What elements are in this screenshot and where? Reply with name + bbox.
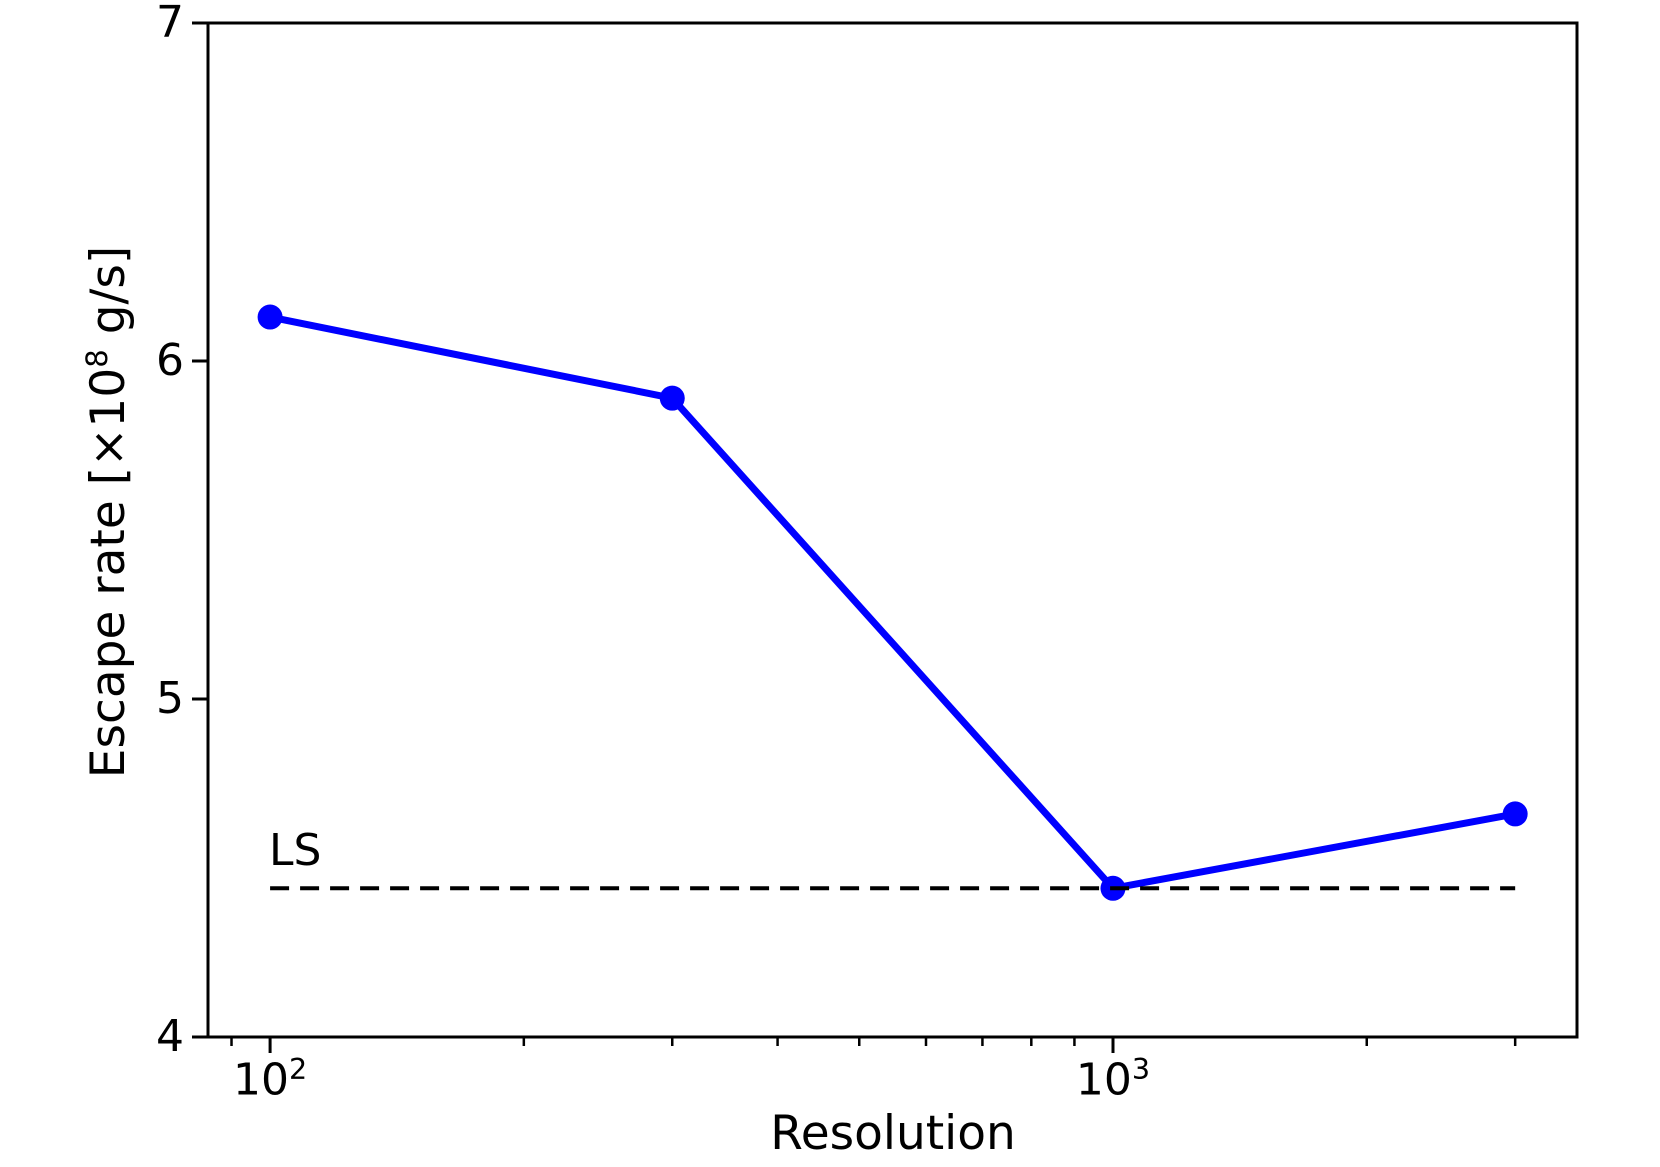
- data-point-marker: [257, 304, 283, 330]
- reference-line-label: LS: [269, 825, 322, 876]
- y-axis-label-suffix: g/s]: [80, 245, 136, 350]
- data-point-marker: [659, 385, 685, 411]
- y-tick-label: 4: [156, 1011, 184, 1062]
- data-point-marker: [1502, 801, 1528, 827]
- x-tick-label: 103: [1075, 1052, 1151, 1106]
- series-line: [266, 313, 1519, 892]
- y-tick-label: 5: [156, 673, 184, 724]
- x-tick-label: 102: [232, 1052, 308, 1106]
- x-axis-label: Resolution: [770, 1106, 1016, 1161]
- plot-spines: [206, 21, 1579, 1039]
- y-tick-label: 7: [156, 0, 184, 48]
- y-tick-label: 6: [156, 335, 184, 386]
